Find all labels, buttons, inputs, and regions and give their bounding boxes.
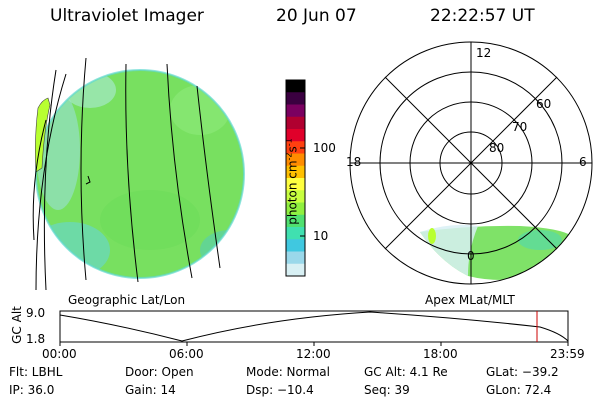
status-ip: IP: 36.0 xyxy=(9,383,55,397)
colorbar-band xyxy=(286,214,305,228)
geographic-caption: Geographic Lat/Lon xyxy=(68,293,186,307)
colorbar-band xyxy=(286,202,305,216)
mlt-label-12: 12 xyxy=(476,46,492,60)
colorbar-band xyxy=(286,104,305,118)
time-tick-0600: 06:00 xyxy=(169,347,204,361)
altitude-plot xyxy=(59,310,569,346)
colorbar-band xyxy=(286,227,305,240)
colorbar-band xyxy=(286,153,305,167)
status-door: Door: Open xyxy=(125,365,194,379)
status-glat: GLat: −39.2 xyxy=(486,365,559,379)
colorbar-band xyxy=(286,251,305,265)
colorbar-band xyxy=(286,239,305,252)
colorbar xyxy=(286,80,305,277)
altitude-ylabel: GC Alt xyxy=(10,306,24,344)
status-filter: Flt: LBHL xyxy=(9,365,63,379)
instrument-title: Ultraviolet Imager xyxy=(50,6,204,26)
altitude-ytick-min: 1.8 xyxy=(26,332,46,346)
colorbar-band xyxy=(286,190,305,203)
colorbar-band xyxy=(286,141,305,154)
observation-date: 20 Jun 07 xyxy=(276,6,357,26)
colorbar-unit-label: photon cm-2s-1 xyxy=(284,138,300,225)
mlt-label-0: 0 xyxy=(467,249,475,263)
observation-time: 22:22:57 UT xyxy=(430,6,535,26)
mlt-label-6: 6 xyxy=(579,155,587,169)
colorbar-band xyxy=(286,178,305,191)
geographic-image xyxy=(32,57,245,291)
time-tick-0000: 00:00 xyxy=(42,347,77,361)
time-tick-2359: 23:59 xyxy=(550,347,585,361)
status-mode: Mode: Normal xyxy=(246,365,330,379)
status-gain: Gain: 14 xyxy=(125,383,176,397)
apex-caption: Apex MLat/MLT xyxy=(425,293,515,307)
colorbar-band xyxy=(286,116,305,130)
time-tick-1200: 12:00 xyxy=(296,347,331,361)
mlat-label-80: 80 xyxy=(489,141,505,155)
status-gc-alt: GC Alt: 4.1 Re xyxy=(364,365,448,379)
mlat-label-60: 60 xyxy=(536,97,552,111)
altitude-curve xyxy=(59,311,569,342)
mlt-label-18: 18 xyxy=(346,155,362,169)
polar-plot xyxy=(349,41,593,285)
colorbar-band xyxy=(286,92,305,105)
colorbar-band xyxy=(286,165,305,179)
altitude-ytick-max: 9.0 xyxy=(26,306,46,320)
status-dsp: Dsp: −10.4 xyxy=(246,383,314,397)
colorbar-band xyxy=(286,80,305,93)
mlat-label-70: 70 xyxy=(512,120,528,134)
colorbar-tick-100: 100 xyxy=(313,141,336,155)
colorbar-band xyxy=(286,129,305,142)
colorbar-tick-10: 10 xyxy=(313,229,329,243)
colorbar-band xyxy=(286,263,305,277)
time-tick-1800: 18:00 xyxy=(423,347,458,361)
status-seq: Seq: 39 xyxy=(364,383,410,397)
status-glon: GLon: 72.4 xyxy=(486,383,552,397)
